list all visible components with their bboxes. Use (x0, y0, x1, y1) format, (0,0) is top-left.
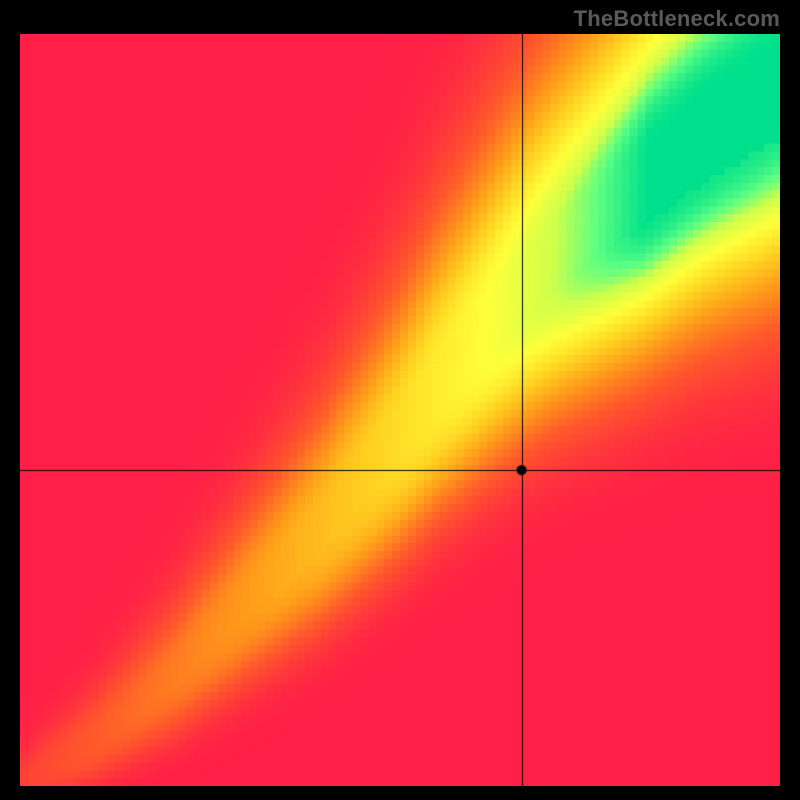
chart-container: TheBottleneck.com (0, 0, 800, 800)
heatmap-canvas (20, 34, 780, 786)
watermark-text: TheBottleneck.com (574, 6, 780, 32)
